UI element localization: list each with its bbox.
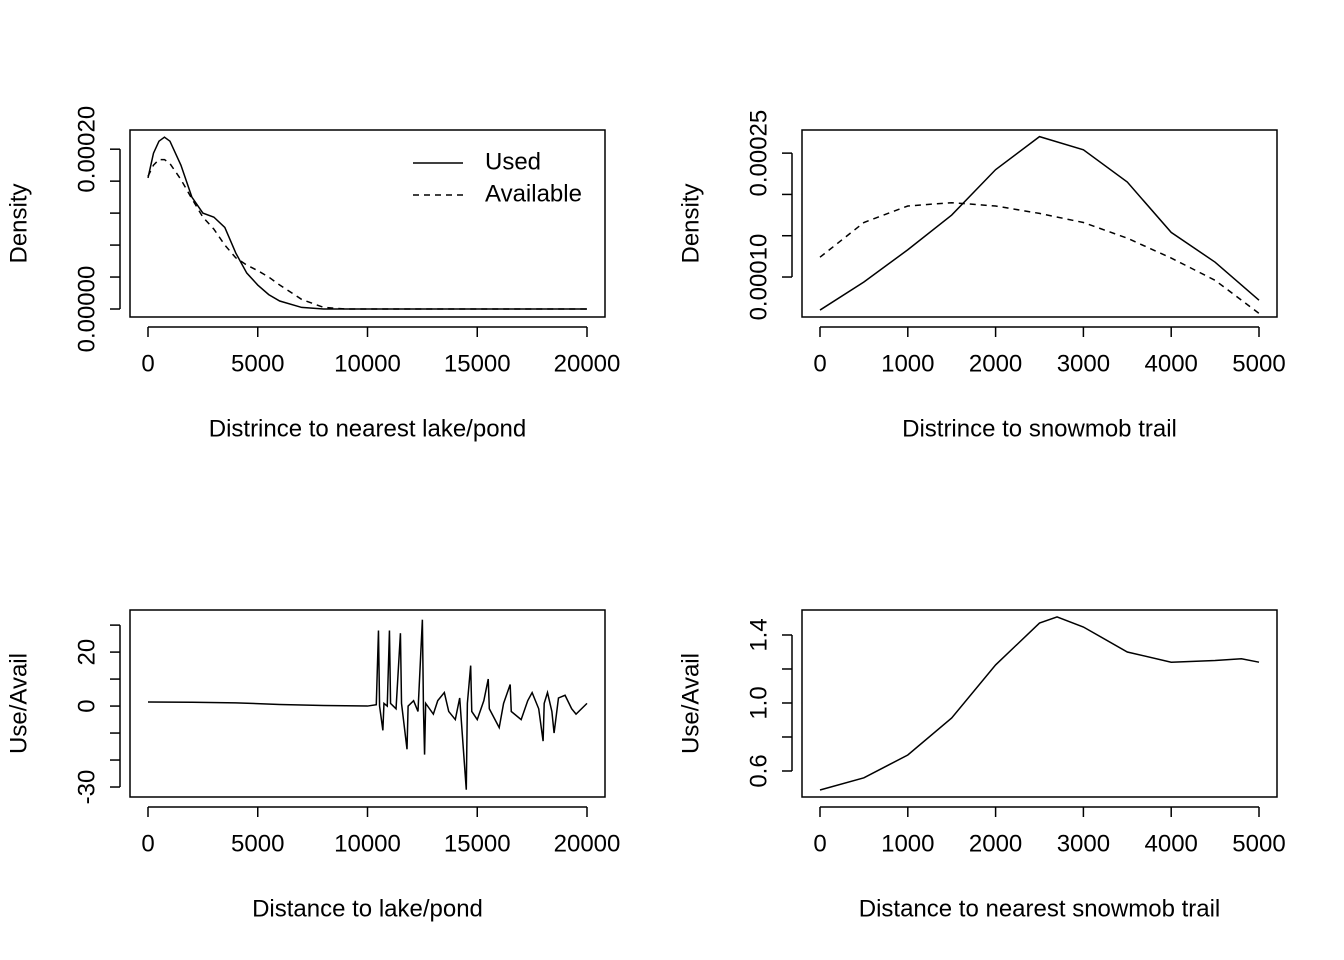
plot-box <box>801 129 1278 318</box>
plot-box <box>129 129 606 318</box>
x-tick-label: 1000 <box>881 830 934 857</box>
data-line <box>819 201 1260 314</box>
x-tick-label: 2000 <box>969 350 1022 377</box>
plot-box <box>801 609 1278 798</box>
x-tick-label: 5000 <box>231 830 284 857</box>
x-tick-label: 3000 <box>1057 350 1110 377</box>
y-tick-label: 20 <box>73 639 100 666</box>
x-axis-label: Distrince to snowmob trail <box>902 415 1177 442</box>
y-axis-label: Use/Avail <box>677 653 704 754</box>
y-axis-label: Use/Avail <box>5 653 32 754</box>
y-tick-label: -30 <box>73 770 100 805</box>
y-tick-label: 0.00025 <box>745 110 772 197</box>
x-axis-label: Distrince to nearest lake/pond <box>209 415 527 442</box>
x-axis-label: Distance to nearest snowmob trail <box>859 895 1221 922</box>
x-tick-label: 10000 <box>334 350 401 377</box>
x-tick-label: 5000 <box>1232 350 1285 377</box>
data-line <box>147 158 587 310</box>
x-tick-label: 0 <box>141 830 154 857</box>
x-tick-label: 0 <box>141 350 154 377</box>
y-tick-label: 0.00000 <box>73 266 100 353</box>
x-tick-label: 15000 <box>444 830 511 857</box>
x-tick-label: 15000 <box>444 350 511 377</box>
x-tick-label: 5000 <box>1232 830 1285 857</box>
data-line <box>147 619 588 790</box>
y-tick-label: 0 <box>73 699 100 712</box>
x-tick-label: 4000 <box>1145 350 1198 377</box>
x-tick-label: 10000 <box>334 830 401 857</box>
x-tick-label: 20000 <box>554 830 621 857</box>
data-line <box>147 136 587 310</box>
data-line <box>819 135 1260 311</box>
x-tick-label: 5000 <box>231 350 284 377</box>
x-tick-label: 20000 <box>554 350 621 377</box>
legend-label: Available <box>485 180 582 207</box>
x-axis-label: Distance to lake/pond <box>252 895 483 922</box>
y-tick-label: 1.0 <box>745 686 772 719</box>
y-axis-label: Density <box>5 183 32 263</box>
x-tick-label: 3000 <box>1057 830 1110 857</box>
y-axis-label: Density <box>677 183 704 263</box>
data-line <box>819 616 1260 791</box>
y-tick-label: 0.00010 <box>745 234 772 321</box>
y-tick-label: 0.6 <box>745 754 772 787</box>
y-tick-label: 1.4 <box>745 618 772 651</box>
plot-box <box>129 609 606 798</box>
y-tick-label: 0.00020 <box>73 106 100 193</box>
x-tick-label: 0 <box>813 830 826 857</box>
x-tick-label: 2000 <box>969 830 1022 857</box>
x-tick-label: 0 <box>813 350 826 377</box>
x-tick-label: 1000 <box>881 350 934 377</box>
legend-label: Used <box>485 148 541 175</box>
x-tick-label: 4000 <box>1145 830 1198 857</box>
